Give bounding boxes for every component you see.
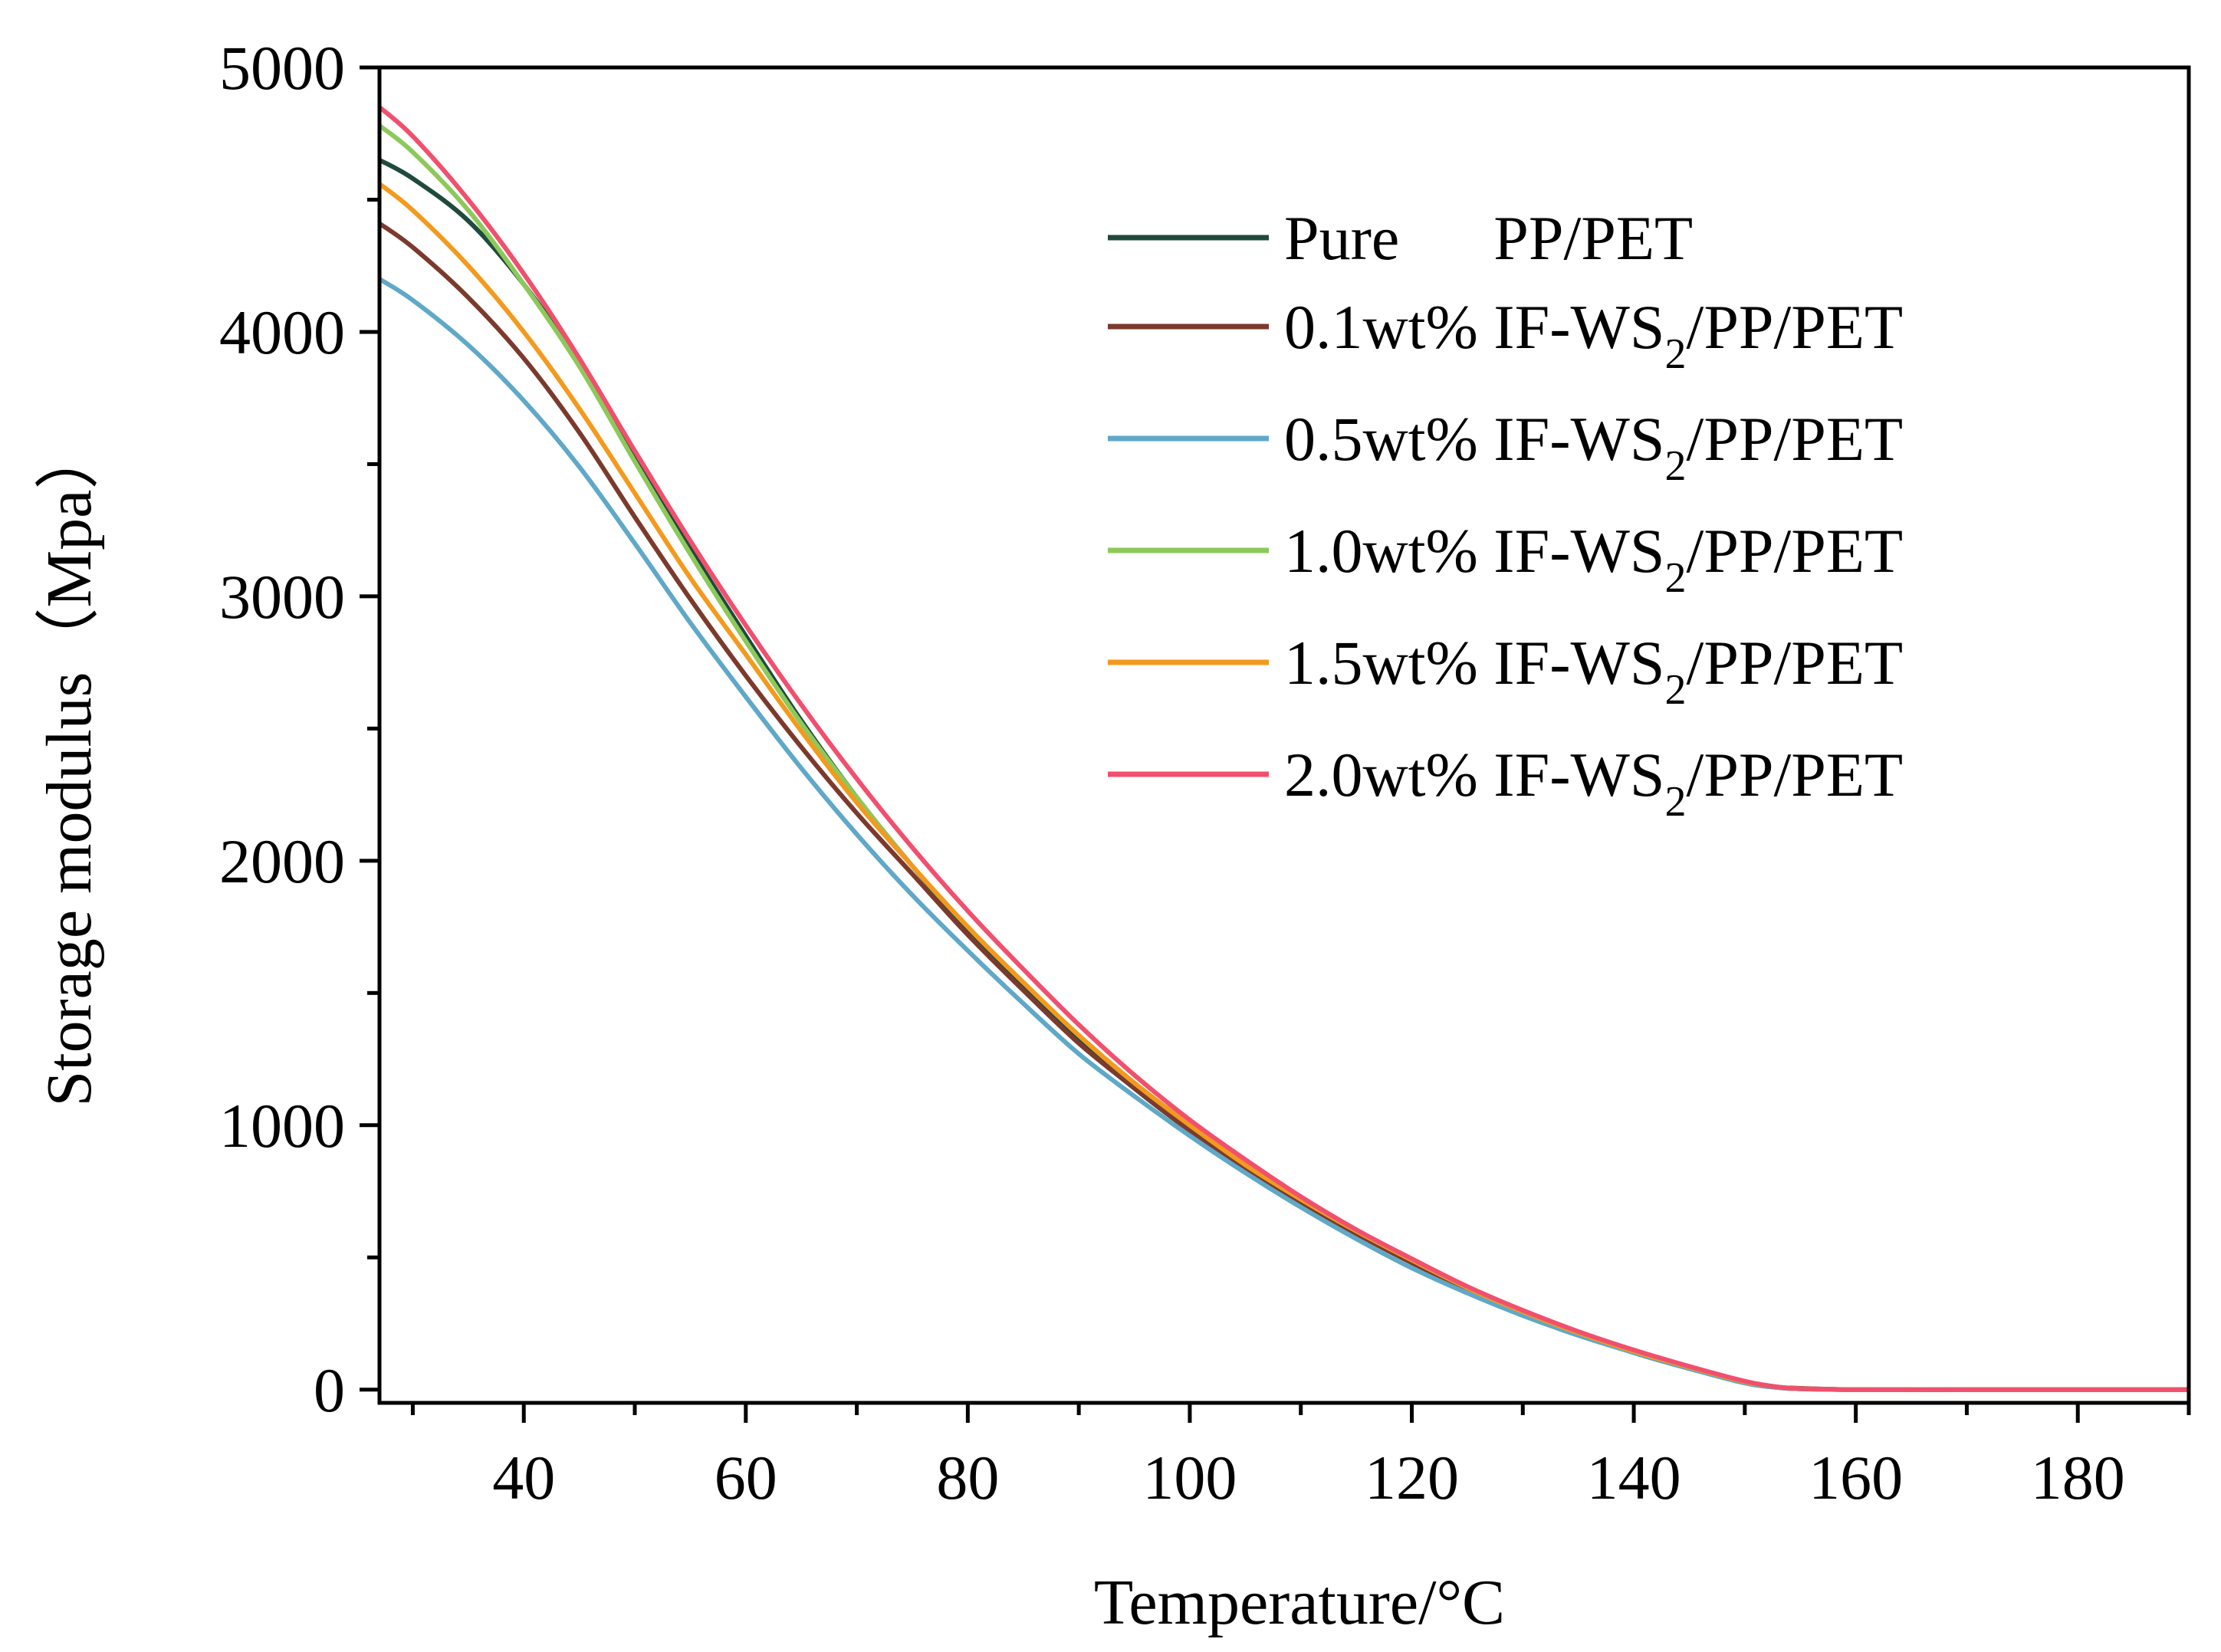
x-axis-title: Temperature/°C <box>1094 1567 1505 1638</box>
x-tick-label: 160 <box>1809 1443 1903 1512</box>
y-tick-label: 4000 <box>219 297 345 367</box>
x-tick-label: 60 <box>715 1443 777 1512</box>
y-tick-label: 2000 <box>219 826 345 896</box>
y-tick-label: 3000 <box>219 562 345 632</box>
y-tick-label: 5000 <box>219 33 345 103</box>
x-tick-label: 120 <box>1365 1443 1459 1512</box>
x-tick-label: 100 <box>1142 1443 1237 1512</box>
y-tick-label: 0 <box>314 1355 345 1425</box>
y-axis-title: Storage modulus（Mpa） <box>34 425 105 1107</box>
legend-label-6: 2.0wt% IF-WS2/PP/PET <box>1284 740 1903 826</box>
series-layer <box>379 105 2189 1392</box>
plot-area <box>377 65 2191 1405</box>
y-axis: 0 1000 2000 3000 4000 5000 <box>219 33 379 1425</box>
legend: Pure PP/PET 0.1wt% IF-WS2/PP/PET 0.5wt% IF… <box>1108 203 1903 826</box>
plot-frame <box>377 65 2191 1405</box>
legend-label-3: 0.5wt% IF-WS2/PP/PET <box>1284 404 1903 490</box>
legend-label-4: 1.0wt% IF-WS2/PP/PET <box>1284 516 1903 602</box>
y-tick-label: 1000 <box>219 1091 345 1161</box>
series-line-6 <box>379 105 2189 1392</box>
x-tick-label: 40 <box>492 1443 555 1512</box>
legend-label-1: Pure PP/PET <box>1284 203 1693 273</box>
x-tick-label: 80 <box>936 1443 999 1512</box>
legend-label-5: 1.5wt% IF-WS2/PP/PET <box>1284 628 1903 714</box>
x-tick-label: 140 <box>1587 1443 1681 1512</box>
legend-label-2: 0.1wt% IF-WS2/PP/PET <box>1284 292 1903 378</box>
x-axis: 40 60 80 100 120 140 160 180 <box>410 1403 2191 1512</box>
x-tick-label: 180 <box>2031 1443 2125 1512</box>
